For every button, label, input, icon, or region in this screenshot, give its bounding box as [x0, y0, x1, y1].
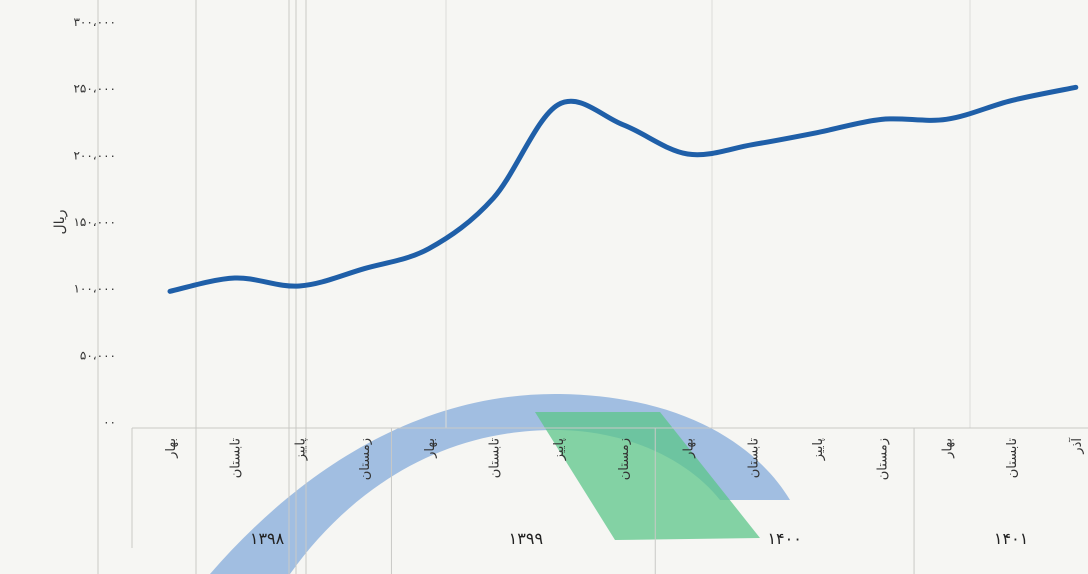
x-tick-label: بهار: [423, 438, 438, 459]
year-group-label: ۱۳۹۸: [250, 529, 285, 548]
x-tick-label: زمستان: [617, 438, 632, 480]
x-tick-label: بهار: [682, 438, 697, 459]
y-tick-label: ۰۰: [103, 415, 116, 429]
x-tick-label: پاییز: [811, 438, 826, 462]
x-tick-label: تابستان: [488, 438, 503, 479]
year-group-label: ۱۴۰۰: [767, 529, 801, 548]
watermark-logo: [210, 393, 790, 574]
y-axis-ticks: ۰۰ ۵۰،۰۰۰ ۱۰۰،۰۰۰ ۱۵۰،۰۰۰ ۲۰۰،۰۰۰ ۲۵۰،۰۰۰ ۳۰۰،…: [73, 15, 116, 429]
x-tick-label: پاییز: [552, 438, 567, 462]
x-tick-label: بهار: [164, 438, 179, 459]
y-tick-label: ۱۰۰،۰۰۰: [73, 282, 116, 296]
x-tick-label: بهار: [940, 438, 955, 459]
y-tick-label: ۵۰،۰۰۰: [80, 348, 116, 362]
x-tick-label: آذر: [1068, 437, 1085, 455]
x-tick-label: پاییز: [293, 438, 308, 462]
x-tick-label: تابستان: [746, 438, 761, 479]
y-axis-label: ریال: [52, 209, 68, 234]
year-group-label: ۱۴۰۱: [994, 529, 1028, 548]
series-line: [167, 84, 1079, 294]
y-tick-label: ۱۵۰،۰۰۰: [73, 215, 116, 229]
year-group-label: ۱۳۹۹: [509, 529, 543, 548]
x-tick-label: تابستان: [229, 438, 244, 479]
y-tick-label: ۳۰۰،۰۰۰: [73, 15, 116, 29]
x-axis: بهار تابستان پاییز زمستان بهار تابستان پاییز زم…: [131, 427, 1088, 574]
grid-lines: [97, 0, 971, 574]
watermark-leaf: [535, 412, 760, 540]
x-tick-label: زمستان: [876, 438, 891, 480]
y-tick-label: ۲۵۰،۰۰۰: [73, 82, 116, 96]
x-tick-label: تابستان: [1005, 438, 1020, 479]
y-tick-label: ۲۰۰،۰۰۰: [73, 148, 116, 162]
x-tick-label: زمستان: [358, 438, 373, 480]
